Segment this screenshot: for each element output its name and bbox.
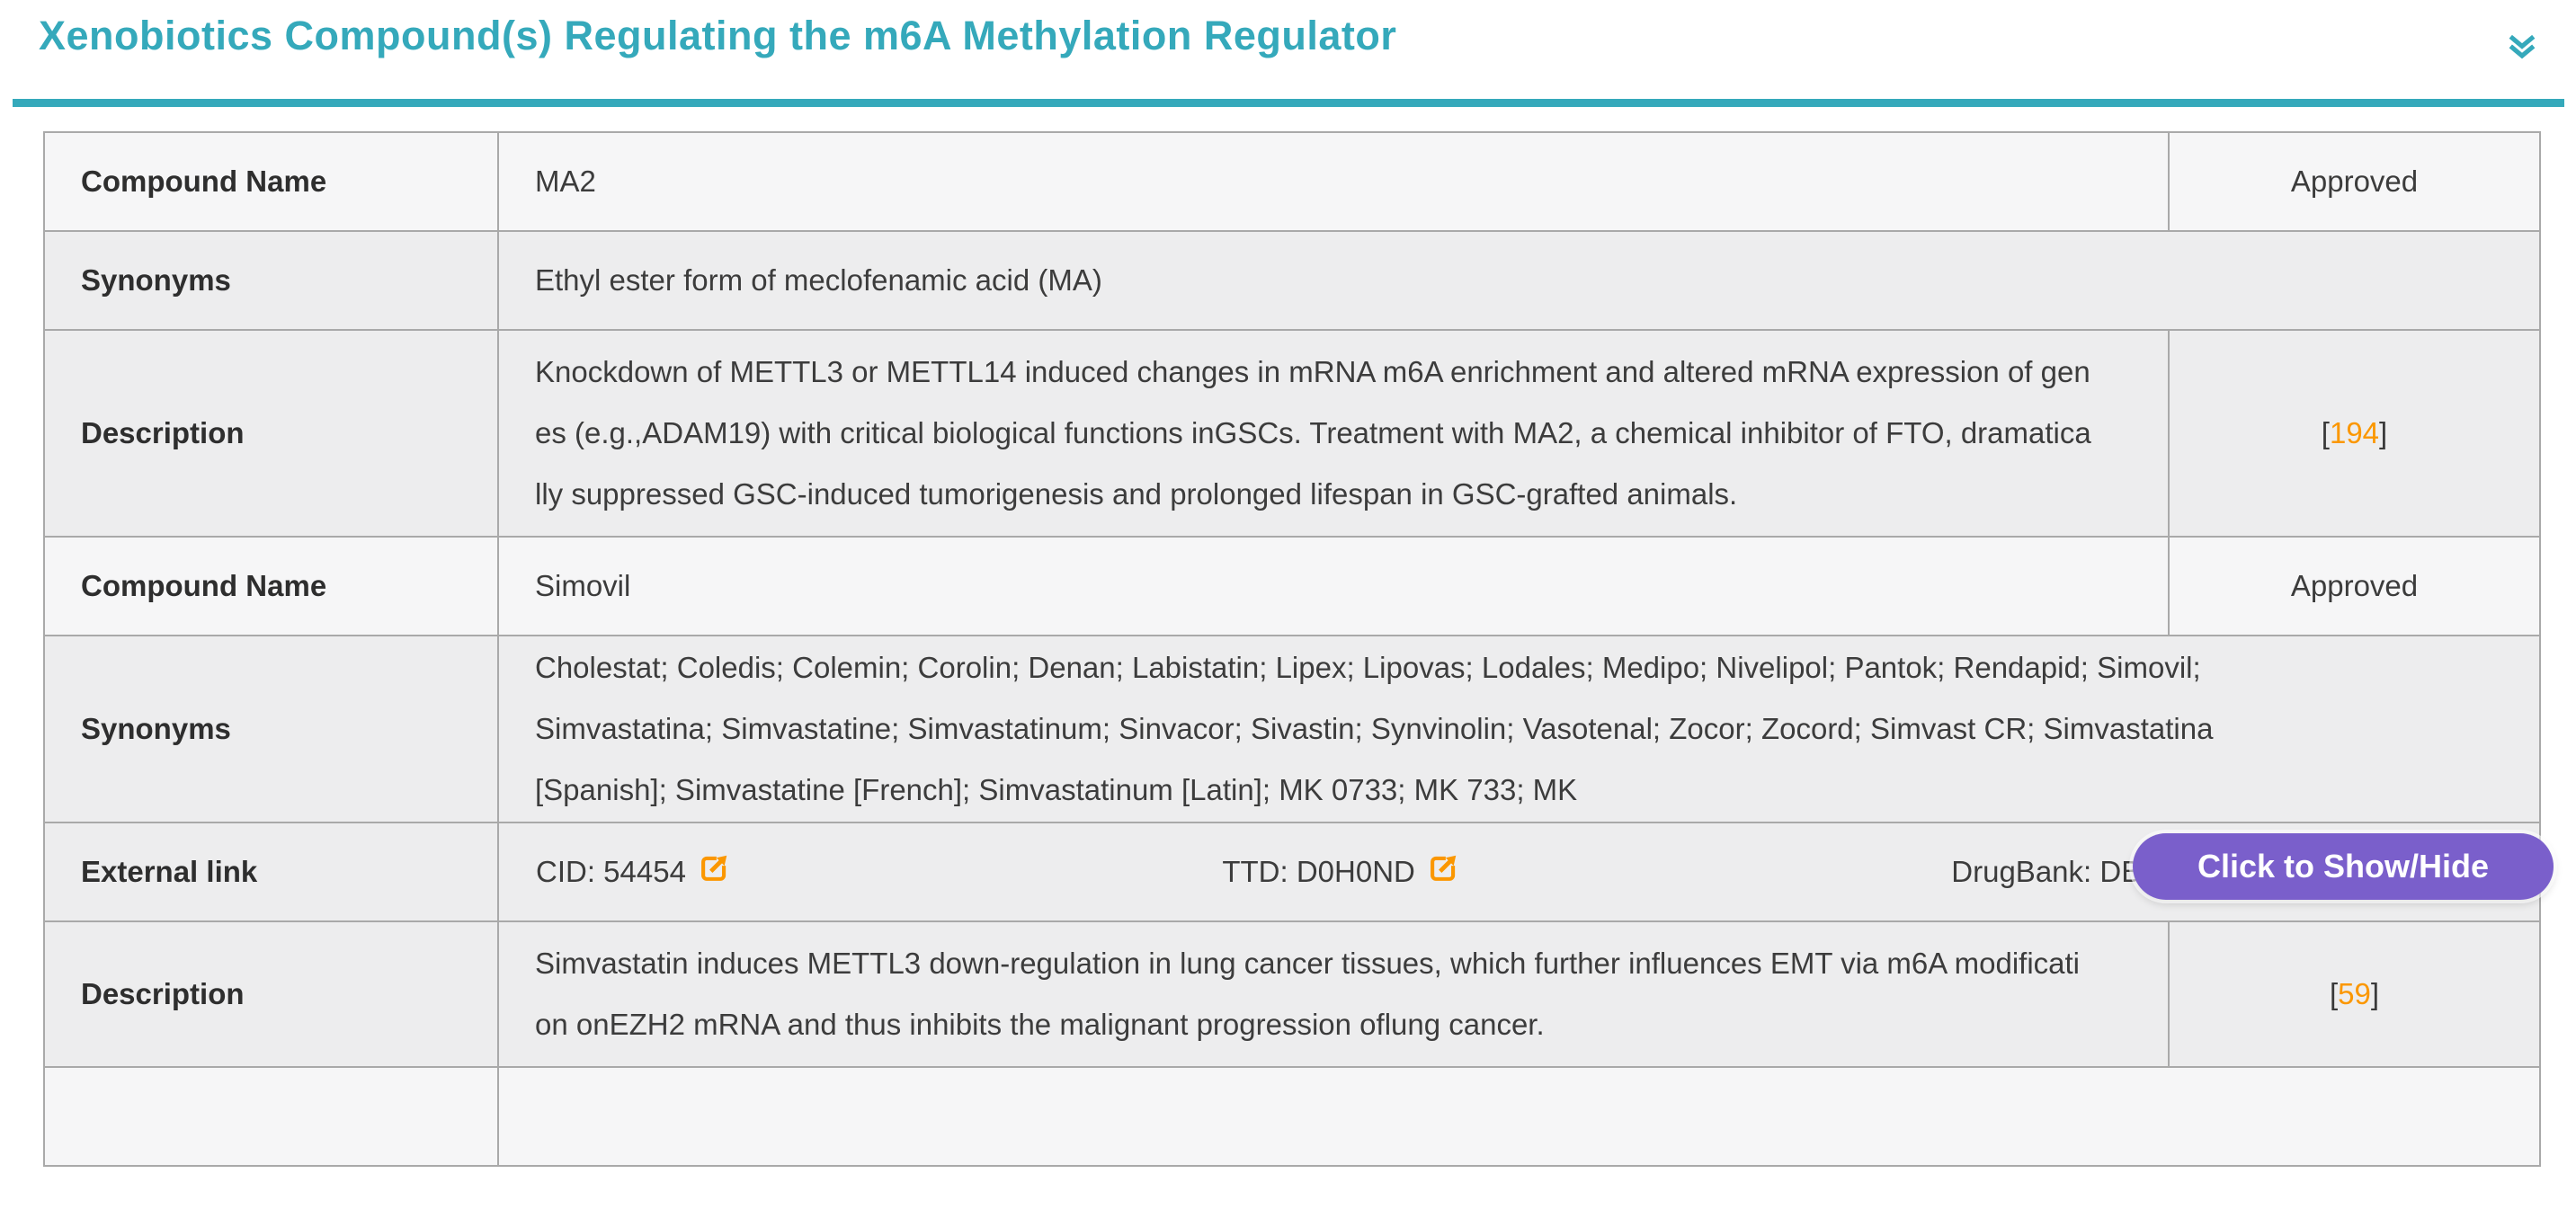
row-label-cell: Synonyms: [43, 230, 499, 331]
row-label-cell: Description: [43, 329, 499, 538]
row-label-cell: Synonyms: [43, 635, 499, 823]
reference-bracket-close: ]: [2370, 977, 2380, 1010]
description-cell: Simvastatin induces METTL3 down-regulati…: [497, 920, 2170, 1068]
description-text: Knockdown of METTL3 or METTL14 induced c…: [535, 355, 2091, 511]
page-title: Xenobiotics Compound(s) Regulating the m…: [39, 13, 1397, 58]
table-row: Description Knockdown of METTL3 or METTL1…: [43, 329, 2541, 538]
compound-name-cell: MA2: [497, 131, 2170, 232]
synonyms-cell: Cholestat; Coledis; Colemin; Corolin; De…: [497, 635, 2541, 823]
compound-table: Compound Name MA2 Approved Synonyms Ethyl es…: [43, 131, 2541, 1167]
reference-cell: [194]: [2168, 329, 2541, 538]
synonyms-cell: Ethyl ester form of meclofenamic acid (M…: [497, 230, 2541, 331]
table-row: Compound Name MA2 Approved: [43, 131, 2541, 232]
row-label-cell: Compound Name: [43, 536, 499, 636]
row-label: Description: [81, 977, 245, 1010]
synonyms-text: Ethyl ester form of meclofenamic acid (M…: [535, 263, 1102, 297]
reference-bracket-close: ]: [2379, 416, 2388, 449]
external-link-icon: [1426, 851, 1460, 893]
row-label-cell: External link: [43, 822, 499, 922]
row-label: Synonyms: [81, 263, 231, 297]
compound-name-cell: Simovil: [497, 536, 2170, 636]
external-link[interactable]: CID: 54454: [536, 851, 731, 893]
reference-link[interactable]: 194: [2329, 416, 2380, 449]
row-label: Compound Name: [81, 569, 327, 602]
table-row: Description Simvastatin induces METTL3 do…: [43, 920, 2541, 1068]
reference-link[interactable]: 59: [2338, 977, 2371, 1010]
status-badge: Approved: [2290, 164, 2419, 198]
row-label: Description: [81, 416, 245, 449]
reference-cell: [59]: [2168, 920, 2541, 1068]
reference-bracket-open: [: [2321, 416, 2330, 449]
compound-name-value: Simovil: [535, 569, 631, 602]
description-text: Simvastatin induces METTL3 down-regulati…: [535, 947, 2080, 1041]
row-label-cell: Compound Name: [43, 131, 499, 232]
row-label: Synonyms: [81, 712, 231, 745]
approval-status-cell: Approved: [2168, 536, 2541, 636]
compound-name-value: MA2: [535, 164, 596, 198]
double-chevron-down-icon[interactable]: [2504, 27, 2540, 63]
table-row: Synonyms Cholestat; Coledis; Colemin; Cor…: [43, 635, 2541, 823]
table-row: [43, 1066, 2541, 1167]
approval-status-cell: Approved: [2168, 131, 2541, 232]
external-link-label: CID: 54454: [536, 855, 686, 888]
row-label: External link: [81, 855, 258, 888]
row-value-cell: [497, 1066, 2541, 1167]
external-link[interactable]: TTD: D0H0ND: [1222, 851, 1460, 893]
table-row: Synonyms Ethyl ester form of meclofenamic…: [43, 230, 2541, 331]
show-hide-toggle-button[interactable]: Click to Show/Hide: [2133, 833, 2554, 900]
table-row: Compound Name Simovil Approved: [43, 536, 2541, 636]
external-link-icon: [697, 851, 731, 893]
description-cell: Knockdown of METTL3 or METTL14 induced c…: [497, 329, 2170, 538]
row-label-cell: [43, 1066, 499, 1167]
reference-bracket-open: [: [2329, 977, 2339, 1010]
header-divider: [13, 99, 2564, 107]
row-label-cell: Description: [43, 920, 499, 1068]
external-link-label: TTD: D0H0ND: [1222, 855, 1415, 888]
row-label: Compound Name: [81, 164, 327, 198]
status-badge: Approved: [2290, 569, 2419, 602]
synonyms-text: Cholestat; Coledis; Colemin; Corolin; De…: [535, 651, 2214, 806]
